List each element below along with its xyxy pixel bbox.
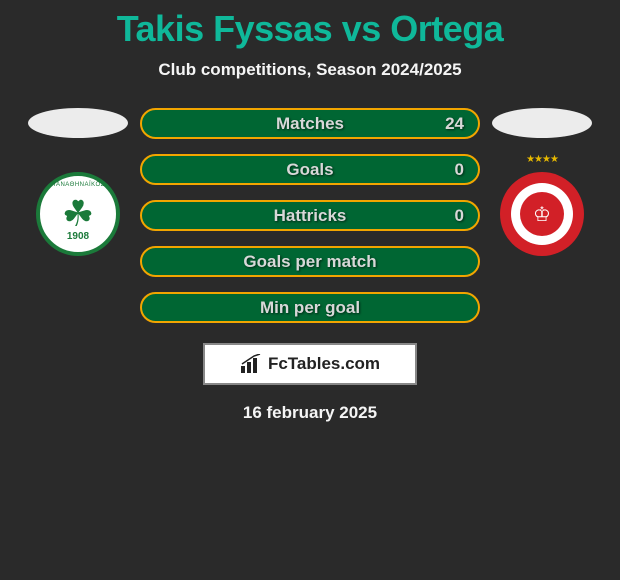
stat-bar-label: Goals [286,160,333,180]
stat-bars: Matches 24 Goals 0 Hattricks 0 Goals per match… [140,108,480,323]
stat-bar-value: 0 [455,206,464,226]
right-player-avatar [492,108,592,138]
page-title: Takis Fyssas vs Ortega [117,8,504,50]
stat-bar-label: Goals per match [243,252,376,272]
stat-bar: Matches 24 [140,108,480,139]
left-club-badge: ΠΑΝΑΘΗΝΑΪΚΟΣ ☘ 1908 [36,172,120,256]
right-player-column: ★★★★ ♔ [492,108,592,256]
subtitle: Club competitions, Season 2024/2025 [158,60,461,80]
stat-bar: Goals per match [140,246,480,277]
stat-bar-value: 24 [445,114,464,134]
right-club-badge: ★★★★ ♔ [500,172,584,256]
right-club-inner: ♔ [520,192,564,236]
stat-bar: Goals 0 [140,154,480,185]
comparison-infographic: Takis Fyssas vs Ortega Club competitions… [0,0,620,423]
stat-bar-label: Matches [276,114,344,134]
brand-box: FcTables.com [203,343,417,385]
stat-bar: Min per goal [140,292,480,323]
stat-bar-label: Min per goal [260,298,360,318]
brand-text: FcTables.com [268,354,380,374]
stars-icon: ★★★★ [526,154,558,165]
shamrock-icon: ☘ [62,196,94,232]
stat-bar: Hattricks 0 [140,200,480,231]
date-text: 16 february 2025 [243,403,377,423]
left-club-year: 1908 [67,231,89,242]
stat-bar-value: 0 [455,160,464,180]
left-club-ring-text: ΠΑΝΑΘΗΝΑΪΚΟΣ [51,182,105,188]
left-player-column: ΠΑΝΑΘΗΝΑΪΚΟΣ ☘ 1908 [28,108,128,256]
stat-bar-label: Hattricks [274,206,347,226]
chart-icon [240,354,262,374]
laurel-icon: ♔ [533,202,551,227]
left-player-avatar [28,108,128,138]
main-row: ΠΑΝΑΘΗΝΑΪΚΟΣ ☘ 1908 Matches24Goals0Hattr… [0,108,620,323]
